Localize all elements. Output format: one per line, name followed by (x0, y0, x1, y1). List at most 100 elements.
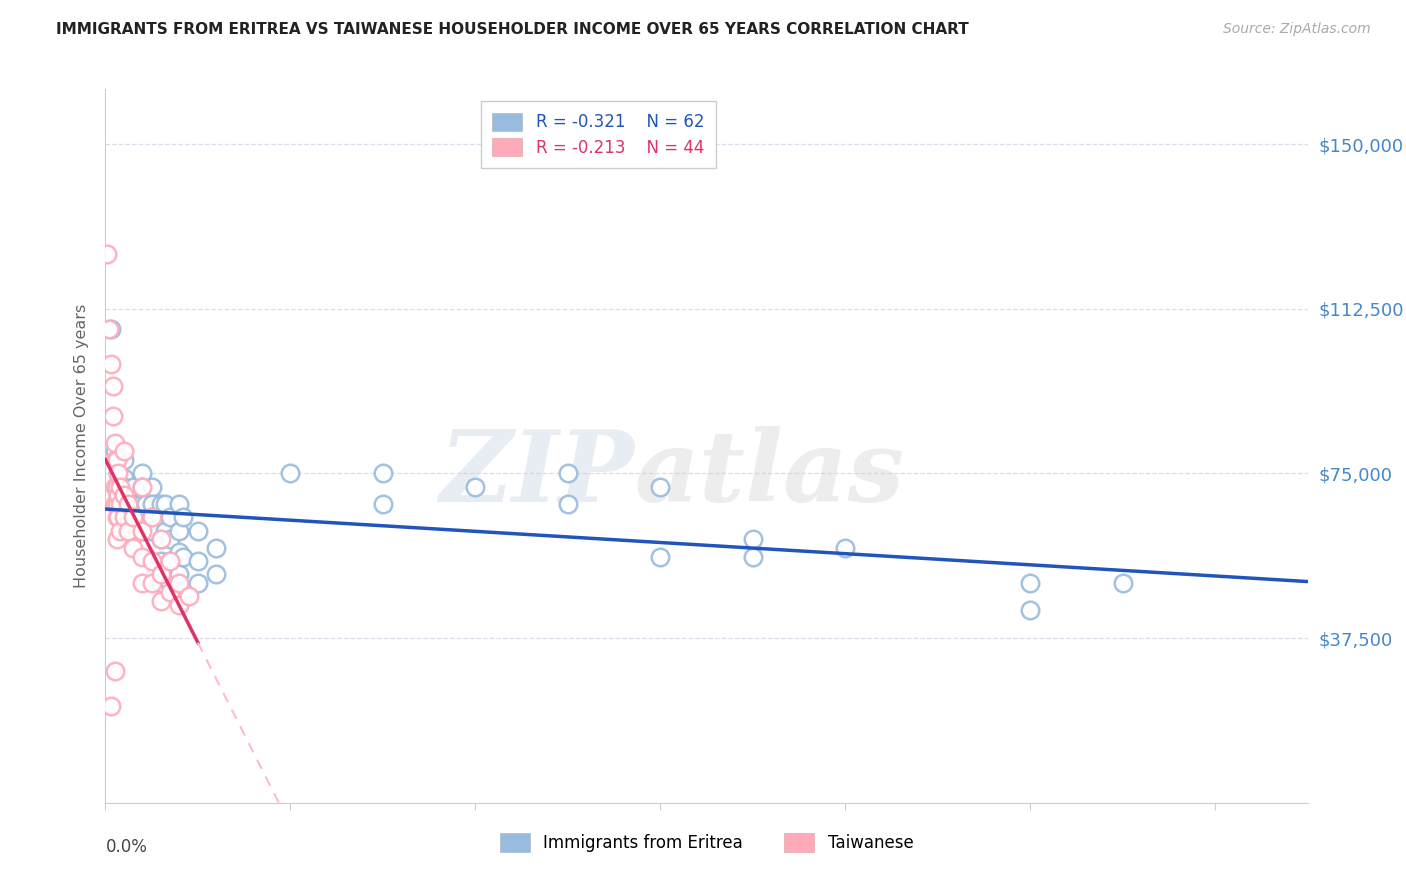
Point (557, 467, 579, 481)
Point (153, 524, 176, 538)
Point (741, 549, 763, 564)
Point (131, 467, 153, 481)
Y-axis label: Householder Income Over 65 years: Householder Income Over 65 years (75, 304, 90, 588)
Point (112, 510, 135, 524)
Point (169, 545, 191, 559)
Point (177, 590, 200, 604)
Point (557, 497, 579, 511)
Point (149, 497, 172, 511)
Point (105, 510, 128, 524)
Point (122, 497, 145, 511)
Text: atlas: atlas (634, 426, 904, 523)
Point (159, 554, 181, 568)
Point (464, 480, 486, 494)
Point (169, 567, 191, 582)
Point (96, 247, 118, 261)
Point (100, 321, 122, 335)
Point (117, 524, 139, 538)
Point (107, 510, 129, 524)
Point (172, 549, 194, 564)
Point (104, 444, 127, 458)
Point (187, 524, 209, 538)
Point (104, 480, 127, 494)
Point (98, 321, 121, 335)
Point (104, 497, 127, 511)
Point (112, 453, 135, 467)
Point (135, 497, 157, 511)
Point (371, 497, 394, 511)
Point (149, 533, 172, 547)
Point (141, 497, 163, 511)
Point (104, 453, 127, 467)
Point (112, 471, 135, 485)
Point (110, 524, 132, 538)
Point (105, 497, 128, 511)
Point (131, 549, 153, 564)
Text: 0.0%: 0.0% (105, 838, 148, 856)
Point (112, 444, 135, 458)
Point (131, 497, 153, 511)
Point (110, 497, 132, 511)
Point (112, 510, 135, 524)
Point (172, 510, 194, 524)
Text: ZIP: ZIP (440, 426, 634, 523)
Point (131, 524, 153, 538)
Point (1019, 602, 1042, 616)
Point (131, 524, 153, 538)
Point (122, 510, 145, 524)
Point (112, 497, 135, 511)
Point (159, 533, 181, 547)
Legend: Immigrants from Eritrea, Taiwanese: Immigrants from Eritrea, Taiwanese (494, 827, 920, 859)
Point (1019, 576, 1042, 591)
Point (149, 533, 172, 547)
Point (169, 598, 191, 612)
Point (159, 554, 181, 568)
Point (141, 576, 163, 591)
Point (149, 594, 172, 608)
Point (122, 480, 145, 494)
Point (100, 357, 122, 371)
Point (371, 467, 394, 481)
Point (135, 515, 157, 529)
Point (105, 480, 128, 494)
Point (169, 576, 191, 591)
Point (141, 524, 163, 538)
Point (117, 497, 139, 511)
Point (149, 576, 172, 591)
Point (105, 453, 128, 467)
Point (122, 510, 145, 524)
Point (280, 467, 302, 481)
Point (117, 524, 139, 538)
Text: Source: ZipAtlas.com: Source: ZipAtlas.com (1223, 22, 1371, 37)
Point (131, 480, 153, 494)
Point (1111, 576, 1133, 591)
Point (153, 497, 176, 511)
Point (100, 699, 122, 714)
Point (141, 510, 163, 524)
Point (131, 480, 153, 494)
Point (117, 497, 139, 511)
Point (187, 554, 209, 568)
Point (650, 480, 672, 494)
Point (159, 585, 181, 599)
Point (117, 510, 139, 524)
Point (834, 541, 856, 555)
Point (107, 488, 129, 502)
Point (101, 409, 124, 424)
Point (149, 567, 172, 582)
Point (107, 467, 129, 481)
Point (104, 435, 127, 450)
Point (104, 664, 127, 678)
Point (110, 480, 132, 494)
Point (149, 554, 172, 568)
Point (169, 497, 191, 511)
Point (149, 510, 172, 524)
Point (187, 576, 209, 591)
Point (122, 541, 145, 555)
Point (169, 524, 191, 538)
Point (205, 567, 228, 582)
Point (141, 554, 163, 568)
Point (131, 576, 153, 591)
Point (741, 533, 763, 547)
Point (141, 510, 163, 524)
